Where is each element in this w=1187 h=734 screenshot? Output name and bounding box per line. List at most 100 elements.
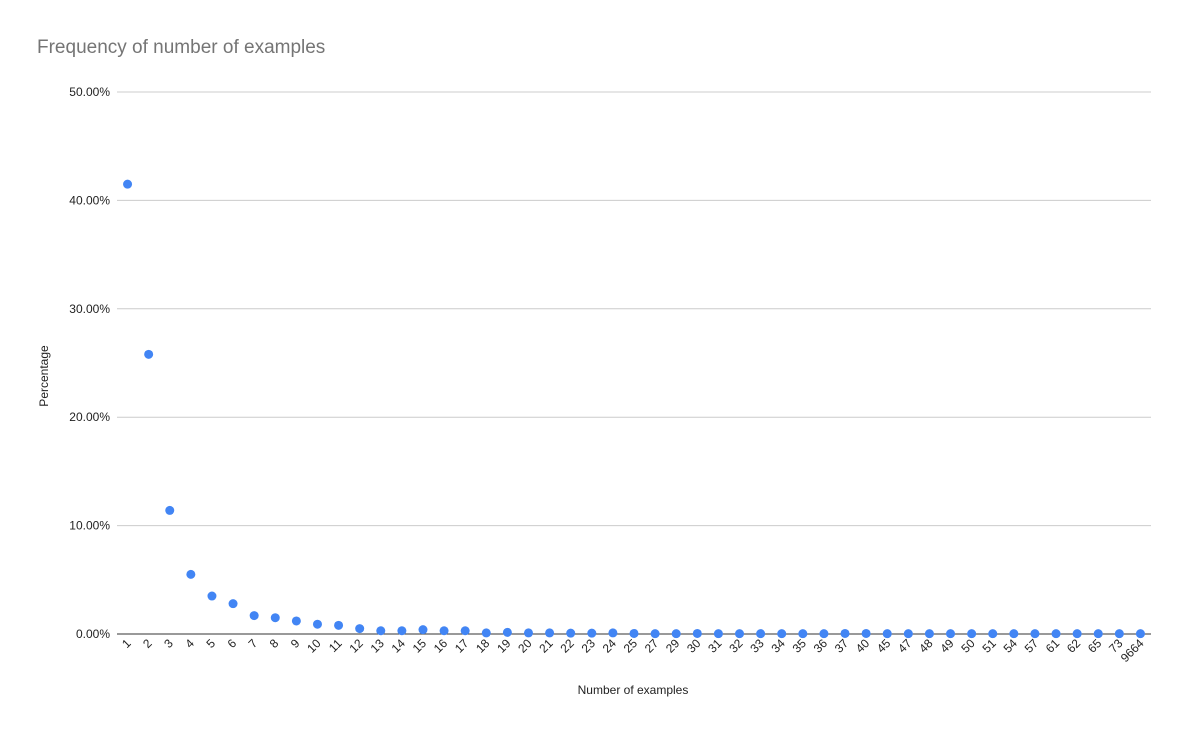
x-tick-label: 18 — [473, 636, 493, 656]
data-point[interactable] — [291, 616, 301, 626]
data-point[interactable] — [418, 625, 428, 635]
data-point[interactable] — [186, 569, 196, 579]
x-tick-label: 34 — [768, 636, 788, 656]
data-point[interactable] — [481, 628, 491, 638]
x-tick-label: 47 — [895, 636, 915, 656]
data-point[interactable] — [228, 599, 238, 609]
x-tick-label: 27 — [642, 636, 662, 656]
data-point[interactable] — [1135, 629, 1145, 639]
gridlines — [117, 91, 1151, 635]
data-point[interactable] — [545, 628, 555, 638]
x-tick-label: 5 — [203, 636, 218, 651]
x-tick-label: 10 — [304, 636, 324, 656]
data-point[interactable] — [502, 627, 512, 637]
chart-title: Frequency of number of examples — [37, 37, 326, 58]
y-tick-label: 10.00% — [69, 519, 110, 533]
data-point[interactable] — [439, 626, 449, 636]
x-tick-label: 40 — [853, 636, 873, 656]
x-tick-label: 49 — [937, 636, 957, 656]
data-point[interactable] — [1114, 629, 1124, 639]
data-point[interactable] — [123, 179, 133, 189]
data-point[interactable] — [165, 505, 175, 515]
x-tick-label: 37 — [832, 636, 852, 656]
data-point[interactable] — [671, 629, 681, 639]
data-point[interactable] — [523, 628, 533, 638]
x-tick-label: 61 — [1043, 636, 1063, 656]
data-point[interactable] — [777, 629, 787, 639]
data-point[interactable] — [692, 628, 702, 638]
x-tick-label: 8 — [267, 636, 282, 651]
x-tick-label: 51 — [980, 636, 1000, 656]
x-tick-label: 15 — [410, 636, 430, 656]
y-tick-label: 30.00% — [69, 302, 110, 316]
data-point[interactable] — [608, 628, 618, 638]
data-point[interactable] — [903, 629, 913, 639]
data-point[interactable] — [207, 591, 217, 601]
x-tick-label: 54 — [1001, 636, 1021, 656]
x-tick-label: 4 — [182, 636, 197, 651]
data-point[interactable] — [967, 629, 977, 639]
x-tick-label: 24 — [600, 636, 620, 656]
data-point[interactable] — [924, 629, 934, 639]
x-tick-label: 62 — [1064, 636, 1084, 656]
x-tick-label: 6 — [225, 636, 240, 651]
y-tick-label: 20.00% — [69, 410, 110, 424]
x-tick-label: 29 — [663, 636, 683, 656]
x-axis-title: Number of examples — [578, 683, 689, 697]
data-point[interactable] — [988, 629, 998, 639]
data-point[interactable] — [819, 629, 829, 639]
data-point[interactable] — [334, 620, 344, 630]
data-point[interactable] — [756, 629, 766, 639]
y-tick-label: 50.00% — [69, 85, 110, 99]
data-point[interactable] — [587, 628, 597, 638]
data-point[interactable] — [1030, 629, 1040, 639]
x-tick-label: 12 — [346, 636, 366, 656]
data-point[interactable] — [355, 624, 365, 634]
x-tick-label: 2 — [140, 636, 155, 651]
data-point[interactable] — [144, 349, 154, 359]
data-point[interactable] — [650, 629, 660, 639]
x-tick-label: 13 — [368, 636, 388, 656]
x-tick-label: 17 — [452, 636, 472, 656]
x-tick-label: 57 — [1022, 636, 1042, 656]
data-point[interactable] — [397, 626, 407, 636]
data-point[interactable] — [882, 629, 892, 639]
x-tick-label: 1 — [119, 636, 134, 651]
x-tick-label: 32 — [726, 636, 746, 656]
data-point[interactable] — [840, 628, 850, 638]
data-point[interactable] — [798, 629, 808, 639]
data-point[interactable] — [713, 629, 723, 639]
x-tick-label: 19 — [494, 636, 514, 656]
data-point[interactable] — [1093, 629, 1103, 639]
data-point[interactable] — [735, 629, 745, 639]
data-point[interactable] — [566, 628, 576, 638]
y-tick-label: 40.00% — [69, 193, 110, 207]
x-tick-label: 65 — [1085, 636, 1105, 656]
data-point[interactable] — [1072, 629, 1082, 639]
x-tick-label: 25 — [621, 636, 641, 656]
data-point[interactable] — [629, 628, 639, 638]
x-tick-label: 7 — [246, 636, 261, 651]
data-point[interactable] — [270, 613, 280, 623]
data-point[interactable] — [249, 611, 259, 621]
data-point[interactable] — [312, 619, 322, 629]
x-tick-label: 45 — [874, 636, 894, 656]
data-point[interactable] — [376, 626, 386, 636]
data-points — [123, 179, 1145, 639]
x-tick-label: 22 — [557, 636, 577, 656]
x-tick-label: 14 — [389, 636, 409, 656]
x-tick-label: 48 — [916, 636, 936, 656]
x-tick-label: 20 — [515, 636, 535, 656]
y-axis-ticks: 0.00% 10.00% 20.00% 30.00% 40.00% 50.00% — [69, 85, 110, 641]
data-point[interactable] — [1051, 629, 1061, 639]
data-point[interactable] — [861, 628, 871, 638]
x-tick-label: 16 — [431, 636, 451, 656]
x-tick-label: 33 — [747, 636, 767, 656]
data-point[interactable] — [946, 629, 956, 639]
x-tick-label: 31 — [705, 636, 725, 656]
data-point[interactable] — [1009, 629, 1019, 639]
x-tick-label: 23 — [579, 636, 599, 656]
x-tick-label: 50 — [958, 636, 978, 656]
data-point[interactable] — [460, 626, 470, 636]
